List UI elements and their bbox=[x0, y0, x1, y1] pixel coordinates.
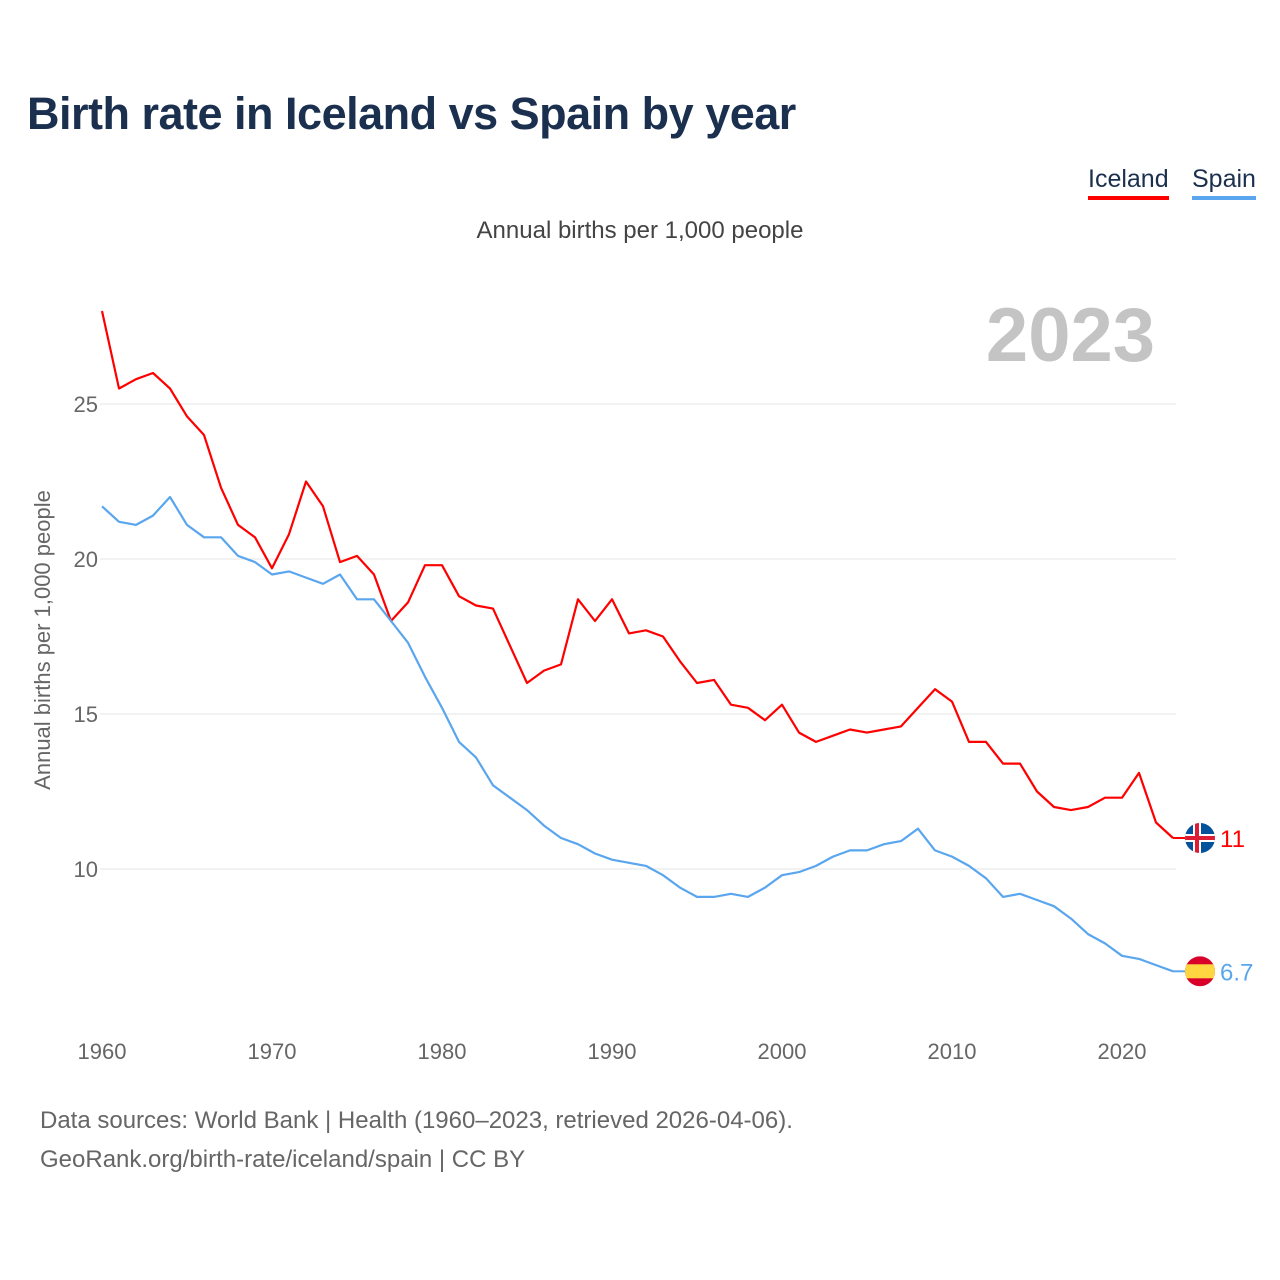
chart-subtitle: Annual births per 1,000 people bbox=[476, 217, 804, 244]
footer-link[interactable]: GeoRank.org/birth-rate/iceland/spain | C… bbox=[40, 1146, 526, 1173]
x-tick-label: 1980 bbox=[418, 1039, 467, 1064]
footer-sources: Data sources: World Bank | Health (1960–… bbox=[40, 1107, 793, 1134]
x-tick-label: 2000 bbox=[758, 1039, 807, 1064]
year-watermark: 2023 bbox=[986, 293, 1155, 378]
x-tick-label: 2010 bbox=[928, 1039, 977, 1064]
y-tick-label: 20 bbox=[74, 547, 98, 572]
legend-spain[interactable]: Spain bbox=[1192, 165, 1256, 200]
series-line-iceland bbox=[100, 310, 1174, 839]
end-value-label-iceland: 11 bbox=[1220, 826, 1245, 853]
legend-iceland[interactable]: Iceland bbox=[1088, 165, 1169, 200]
y-tick-label: 15 bbox=[74, 702, 98, 727]
end-value-label-spain: 6.7 bbox=[1220, 959, 1253, 986]
y-tick-label: 10 bbox=[74, 857, 98, 882]
x-tick-label: 1970 bbox=[248, 1039, 297, 1064]
chart-title: Birth rate in Iceland vs Spain by year bbox=[27, 88, 796, 139]
y-axis-label: Annual births per 1,000 people bbox=[30, 490, 55, 790]
iceland-flag-icon bbox=[1185, 823, 1215, 853]
line-chart: 2023 10 15 20 25 1960 1970 1980 1990 2000 2010 2020… bbox=[30, 293, 1253, 1064]
series-line-spain bbox=[101, 495, 1174, 973]
x-tick-label: 2020 bbox=[1098, 1039, 1147, 1064]
x-tick-label: 1990 bbox=[588, 1039, 637, 1064]
x-tick-label: 1960 bbox=[78, 1039, 127, 1064]
y-tick-label: 25 bbox=[74, 392, 98, 417]
spain-flag-icon bbox=[1185, 956, 1215, 987]
